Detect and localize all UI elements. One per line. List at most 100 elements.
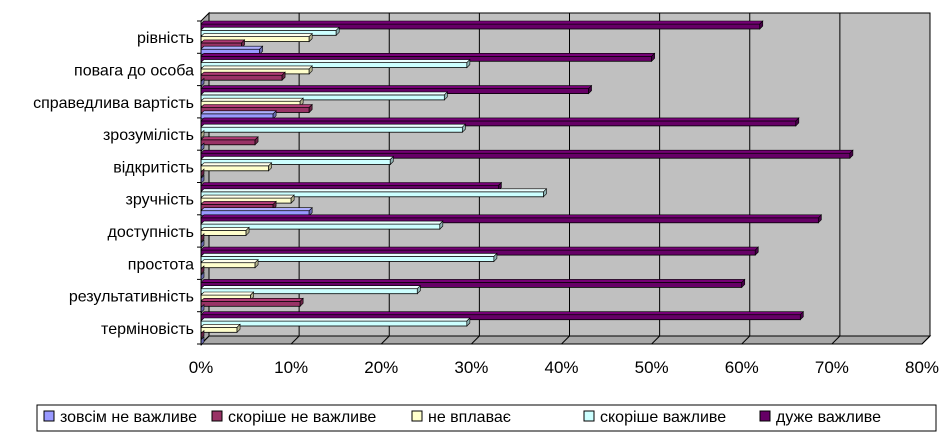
category-label: справедлива вартість [33,95,194,112]
bar [200,149,854,159]
bar-end [493,252,498,263]
bar-end [543,188,547,198]
category-label: простота [128,256,194,273]
bar [200,123,467,133]
bar-top [200,117,800,122]
x-tick-label: 70% [815,358,849,377]
bar-end [290,194,295,204]
bar-end [236,323,241,334]
bar-top [200,194,295,199]
bar-top [200,52,656,57]
bar [200,58,471,69]
bar-front [200,139,256,146]
legend-label: дуже важливе [776,409,881,426]
bar-end [462,123,466,133]
bar-front [200,229,247,236]
bar-top [200,65,313,70]
bar-end [308,206,313,217]
x-tick-label: 20% [364,358,398,377]
bar-top [200,149,854,154]
legend-label: не вплаває [428,409,511,426]
category-label: терміновість [101,321,194,338]
bar-end [795,117,800,127]
bar-top [200,97,304,102]
bar-end [259,45,263,55]
bar-top [200,297,304,302]
bar [200,252,498,263]
bar-end [254,136,259,146]
bar [200,103,313,114]
bar-top [200,323,241,328]
bar [200,310,805,321]
legend-swatch [211,410,223,422]
bar-top [200,259,259,264]
category-label: результативність [69,289,194,306]
legend-box [36,404,937,432]
bar-end [389,155,394,166]
bar-end [308,32,313,43]
legend-swatch [43,410,55,422]
legend: зовсім не важливе скоріше не важливе не вп… [36,404,937,432]
x-tick-label: 10% [274,358,308,377]
bar [200,323,241,334]
x-tick-label: 0% [189,358,214,377]
bar-top [200,91,449,96]
legend-swatch [583,410,595,422]
bar-top [200,291,255,296]
bar-end [818,214,822,224]
bar-front [200,262,256,269]
bar-front [200,326,238,333]
bar-end [466,58,471,69]
bar [200,136,259,146]
gridline-floor [561,335,570,345]
bar-top [200,285,422,290]
bar-top [200,33,313,37]
x-tick-label: 30% [454,358,488,377]
bar-end [741,278,746,289]
bar-top [200,104,313,108]
bar-end [299,297,304,308]
bar-end [800,310,804,321]
bar [200,91,449,101]
bar-front [200,320,468,327]
bar [200,155,394,166]
bar-top [200,253,498,257]
bar-top [200,246,759,251]
bar-top [200,123,467,128]
bar-end [439,220,444,230]
bar-end [272,110,277,120]
bar [200,258,259,269]
bar-top [200,207,313,211]
bar-front [200,300,301,307]
category-label: повага до особа [74,62,194,79]
legend-label: скоріше не важливе [228,409,376,426]
category-label: рівність [137,30,194,47]
bar-end [416,284,421,295]
bar-end [254,258,259,269]
bar-end [335,26,340,37]
bar [200,188,548,198]
bar-end [308,65,313,75]
gridline-floor [741,335,751,345]
bar-front [200,126,463,133]
bar-top [200,85,593,89]
bar-top [200,45,264,50]
gridline-floor [471,335,480,345]
bar-front [200,165,269,172]
bar-end [849,149,854,159]
bar-end [308,103,313,114]
bar-end [466,317,471,327]
gridline-floor [380,335,390,345]
bar-top [200,220,444,225]
bar-end [588,84,592,95]
bar-top [200,136,259,141]
bar [200,226,250,237]
bar-end [245,226,250,237]
bar-top [200,279,746,283]
bar-top [200,188,548,193]
bar-end [754,246,759,256]
bar-top [200,110,277,115]
bar-end [268,162,272,172]
